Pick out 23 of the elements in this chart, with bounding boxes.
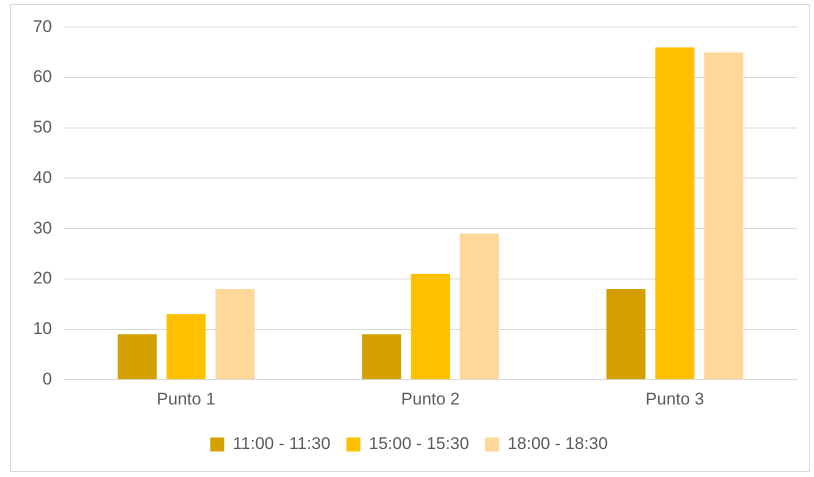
bar [215, 288, 255, 380]
x-tick-label: Punto 3 [646, 389, 704, 408]
y-tick-label: 30 [32, 218, 52, 238]
y-tick-label: 0 [42, 369, 52, 388]
y-tick-label: 50 [32, 118, 52, 137]
bar [460, 234, 499, 380]
x-tick-label: Punto 2 [401, 389, 460, 408]
y-tick-label: 70 [32, 16, 52, 36]
bar [704, 52, 744, 380]
x-tick-label: Punto 1 [156, 389, 216, 408]
legend-label: 11:00 - 11:30 [232, 434, 330, 454]
bar [118, 334, 157, 380]
bar [655, 47, 694, 380]
y-tick-label: 40 [32, 168, 52, 187]
bar [362, 334, 402, 380]
bar [166, 314, 206, 380]
y-tick-label: 60 [32, 67, 52, 86]
bar [410, 274, 450, 380]
y-tick-label: 10 [32, 318, 52, 338]
y-tick-label: 20 [32, 268, 52, 288]
bar [606, 288, 646, 380]
legend-label: 18:00 - 18:30 [508, 434, 608, 454]
legend-label: 15:00 - 15:30 [368, 434, 470, 454]
